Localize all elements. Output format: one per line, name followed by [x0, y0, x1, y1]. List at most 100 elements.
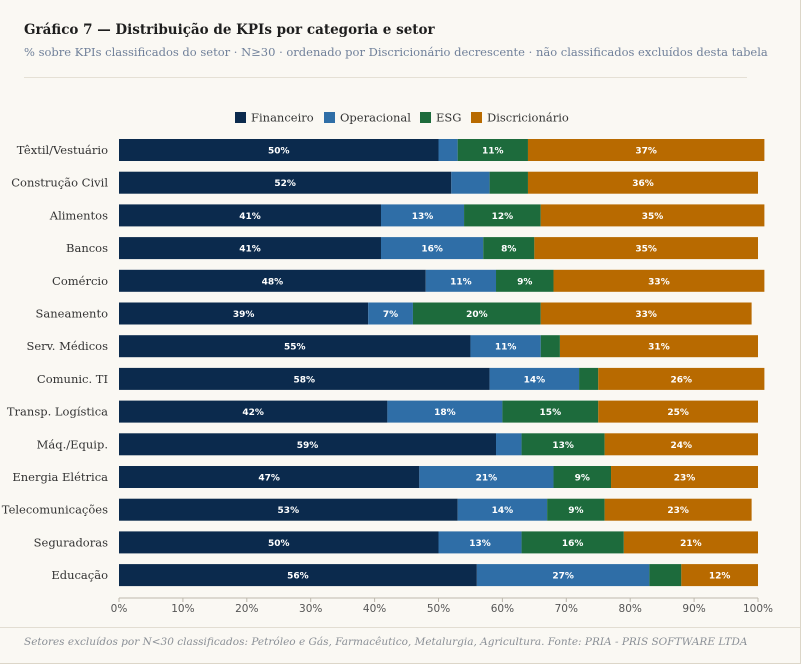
bar-row: Alimentos 41% 13% 12% 35%	[49, 204, 765, 227]
data-label: 58%	[294, 375, 316, 385]
category-label: Telecomunicações	[2, 503, 108, 517]
bar-segment-financeiro	[119, 302, 369, 325]
data-label: 24%	[671, 441, 693, 451]
legend-item-4: Discricionário	[471, 111, 569, 125]
bar-segment-esg	[649, 564, 682, 587]
data-label: 50%	[268, 147, 290, 157]
data-label: 15%	[540, 408, 562, 418]
bar-segment-esg	[457, 139, 528, 161]
category-label: Alimentos	[49, 208, 108, 222]
legend-label: Financeiro	[251, 111, 314, 125]
data-label: 11%	[482, 147, 504, 157]
bar-segment-discricionário	[559, 335, 758, 358]
bar-row: Transp. Logística 42% 18% 15% 25%	[7, 400, 758, 423]
data-label: 56%	[287, 572, 309, 582]
category-label: Bancos	[66, 241, 108, 255]
category-label: Máq./Equip.	[37, 437, 108, 451]
data-label: 41%	[239, 212, 261, 222]
legend-swatch	[235, 112, 246, 123]
bar-segment-operacional	[496, 433, 522, 456]
bar-segment-esg	[579, 367, 599, 390]
data-label: 59%	[297, 441, 319, 451]
x-tick-label: 80%	[619, 603, 642, 615]
data-label: 39%	[233, 310, 255, 320]
legend-swatch	[420, 112, 431, 123]
bar-segment-discricionário	[534, 237, 758, 260]
data-label: 12%	[709, 572, 731, 582]
data-label: 12%	[492, 212, 514, 222]
legend-label: ESG	[436, 111, 461, 125]
bar-segment-esg	[483, 237, 535, 260]
data-label: 27%	[552, 572, 574, 582]
bar-segment-financeiro	[119, 139, 439, 161]
bar-segment-discricionário	[611, 466, 758, 488]
legend-swatch	[324, 112, 335, 123]
data-label: 36%	[632, 179, 654, 189]
bar-segment-financeiro	[119, 433, 497, 456]
x-tick-label: 60%	[491, 603, 514, 615]
bar-segment-discricionário	[604, 498, 752, 521]
bar-segment-esg	[521, 433, 605, 456]
legend-item-1: Financeiro	[235, 111, 314, 125]
bar-segment-financeiro	[119, 204, 381, 227]
bar-segment-discricionário	[623, 531, 758, 554]
data-label: 21%	[680, 539, 702, 549]
data-label: 11%	[495, 343, 517, 353]
category-label: Educação	[51, 568, 108, 582]
category-label: Energia Elétrica	[12, 470, 108, 484]
bar-segment-financeiro	[119, 367, 490, 390]
category-label: Seguradoras	[34, 535, 108, 549]
data-label: 53%	[278, 506, 300, 516]
category-label: Comunic. TI	[37, 372, 108, 386]
data-label: 41%	[239, 245, 261, 255]
bar-segment-esg	[547, 498, 605, 521]
bar-segment-operacional	[470, 335, 541, 358]
bar-segment-financeiro	[119, 237, 381, 260]
data-label: 23%	[667, 506, 689, 516]
chart-subtitle: % sobre KPIs classificados do setor · N≥…	[24, 45, 768, 59]
data-label: 13%	[552, 441, 574, 451]
data-label: 20%	[466, 310, 488, 320]
data-label: 13%	[412, 212, 434, 222]
bar-segment-financeiro	[119, 498, 458, 521]
bar-segment-discricionário	[681, 564, 758, 587]
legend-label: Discricionário	[487, 111, 569, 125]
data-label: 23%	[674, 474, 696, 484]
bar-segment-operacional	[387, 400, 503, 423]
x-tick-label: 10%	[171, 603, 194, 615]
data-label: 31%	[648, 343, 670, 353]
bar-segment-discricionário	[553, 269, 765, 292]
x-tick-label: 90%	[682, 603, 705, 615]
data-label: 42%	[242, 408, 264, 418]
category-label: Têxtil/Vestuário	[17, 143, 108, 157]
data-label: 14%	[492, 506, 514, 516]
bar-segment-esg	[553, 466, 612, 488]
x-tick-label: 0%	[111, 603, 128, 615]
bar-segment-financeiro	[119, 400, 388, 423]
legend-swatch	[471, 112, 482, 123]
bar-segment-discricionário	[598, 367, 765, 390]
data-label: 48%	[262, 277, 284, 287]
bar-row: Máq./Equip. 59% 13% 24%	[37, 433, 758, 456]
bar-segment-financeiro	[119, 564, 477, 587]
bar-segment-discricionário	[527, 171, 758, 194]
category-label: Transp. Logística	[7, 405, 108, 419]
bar-segment-discricionário	[540, 302, 752, 325]
data-label: 35%	[635, 245, 657, 255]
stacked-bar-chart: Financeiro Operacional ESG Discricionário 0%…	[2, 111, 773, 616]
bar-segment-operacional	[425, 269, 497, 292]
data-label: 26%	[671, 375, 693, 385]
data-label: 33%	[648, 277, 670, 287]
bar-segment-esg	[521, 531, 624, 554]
data-label: 9%	[575, 474, 590, 484]
data-label: 14%	[524, 375, 546, 385]
bar-segment-discricionário	[540, 204, 765, 227]
bar-segment-esg	[412, 302, 541, 325]
bar-segment-operacional	[380, 204, 465, 227]
x-tick-label: 70%	[555, 603, 578, 615]
x-tick-label: 100%	[743, 603, 773, 615]
bar-segment-discricionário	[604, 433, 758, 456]
bar-segment-financeiro	[119, 171, 452, 194]
legend-item-2: Operacional	[324, 111, 411, 125]
bar-segment-operacional	[457, 498, 548, 521]
